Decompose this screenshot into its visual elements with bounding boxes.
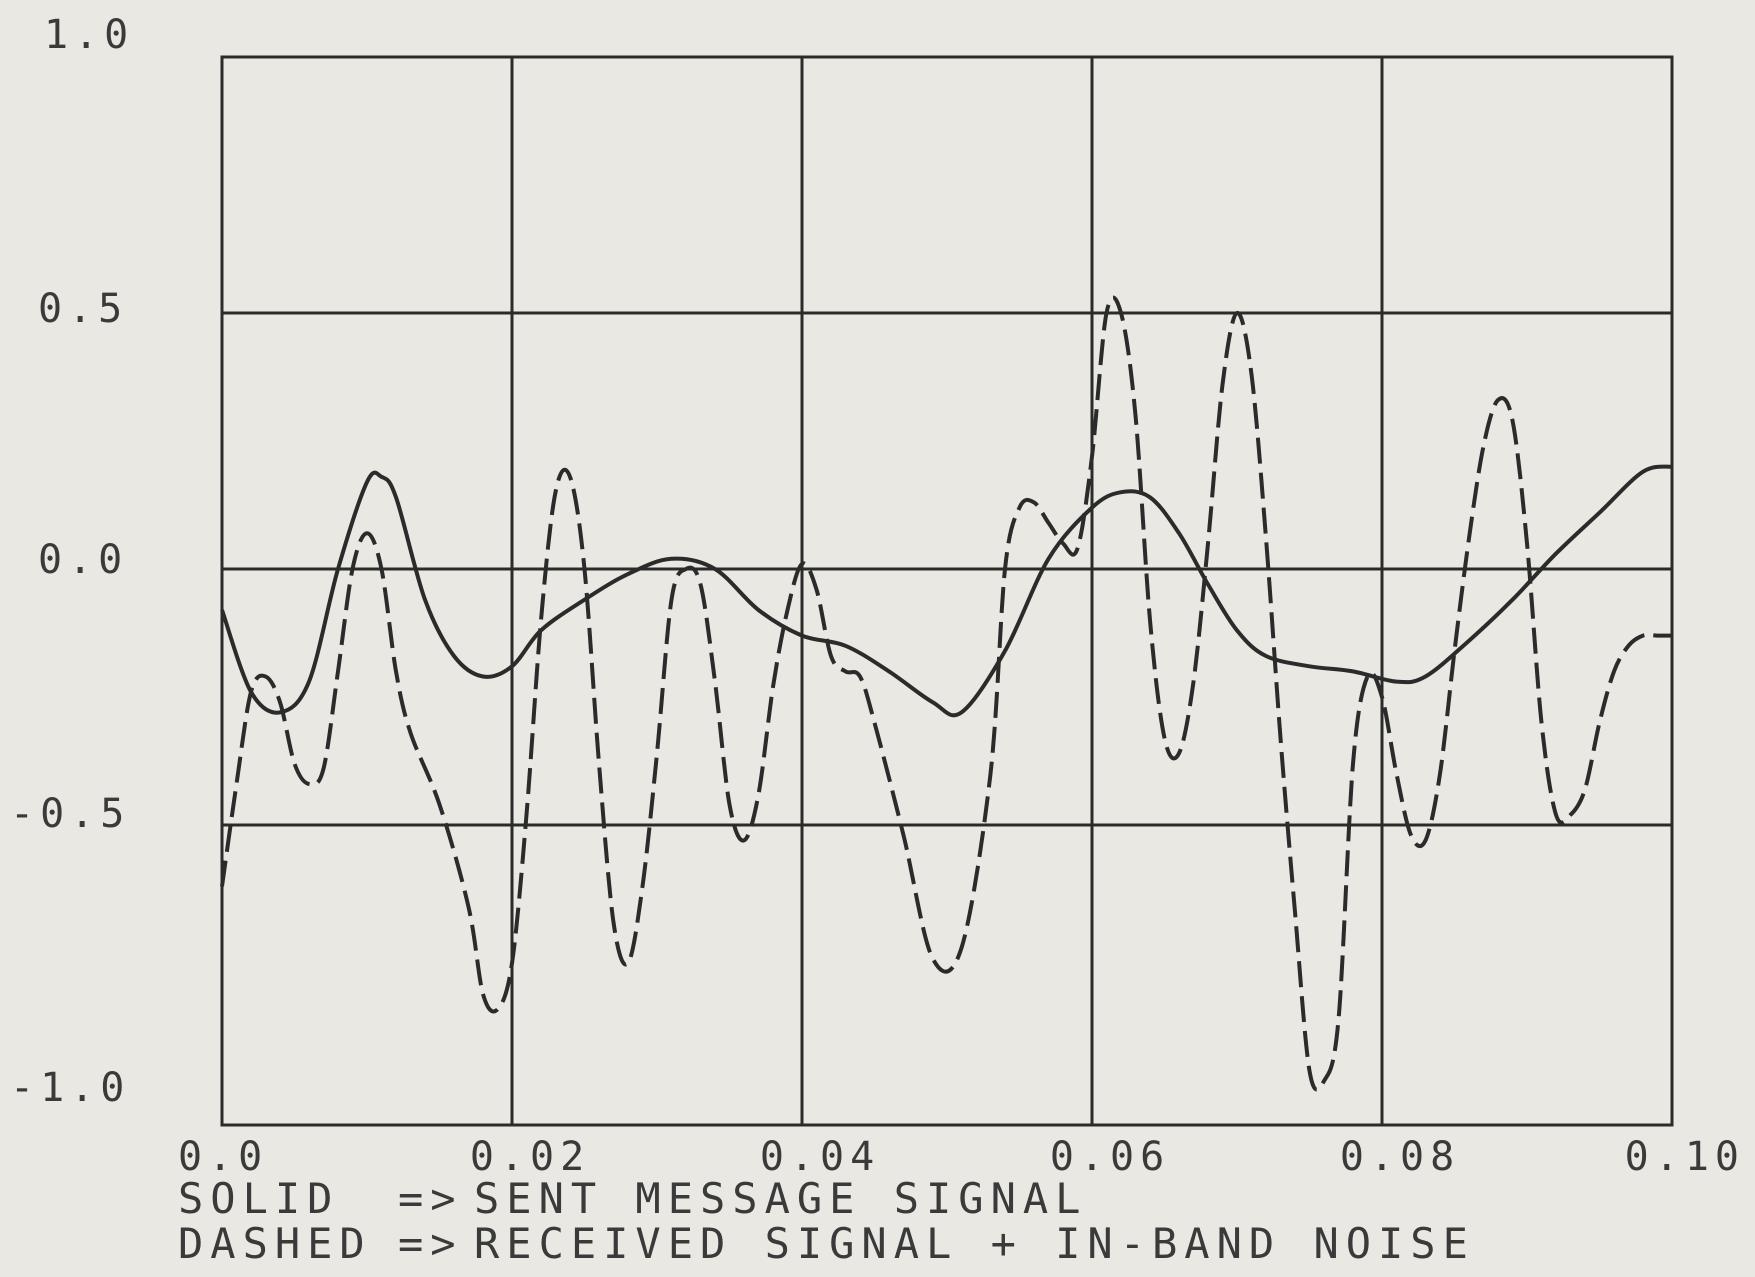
x-tick-label: 0.0 — [178, 1134, 268, 1180]
legend-arrow-dashed: => — [398, 1219, 463, 1268]
y-tick-label: -0.5 — [10, 791, 130, 837]
legend-text-dashed: RECEIVED SIGNAL + IN-BAND NOISE — [474, 1219, 1475, 1268]
y-tick-label: -1.0 — [10, 1065, 130, 1111]
x-tick-label: 0.06 — [1050, 1134, 1170, 1180]
y-tick-label: 1.0 — [44, 12, 134, 58]
y-tick-label: 0.5 — [38, 286, 128, 332]
legend-text-solid: SENT MESSAGE SIGNAL — [474, 1174, 1087, 1223]
series-line-sent-message — [220, 464, 1673, 718]
series-line-received-signal — [220, 295, 1672, 1092]
x-tick-label: 0.08 — [1340, 1134, 1460, 1180]
legend: SOLID => SENT MESSAGE SIGNAL DASHED => R… — [178, 1174, 1475, 1268]
x-tick-label: 0.04 — [760, 1134, 880, 1180]
legend-key-dashed: DASHED — [178, 1219, 372, 1268]
plot-frame — [220, 55, 1674, 1127]
grid — [220, 57, 1674, 1125]
x-tick-label: 0.02 — [470, 1134, 590, 1180]
x-tick-label: 0.10 — [1625, 1134, 1745, 1180]
x-axis-ticks: 0.0 0.02 0.04 0.06 0.08 0.10 — [178, 1134, 1745, 1180]
legend-arrow-solid: => — [398, 1174, 463, 1223]
y-tick-label: 0.0 — [38, 537, 128, 583]
legend-key-solid: SOLID — [178, 1174, 339, 1223]
y-axis-ticks: 1.0 0.5 0.0 -0.5 -1.0 — [10, 12, 134, 1111]
